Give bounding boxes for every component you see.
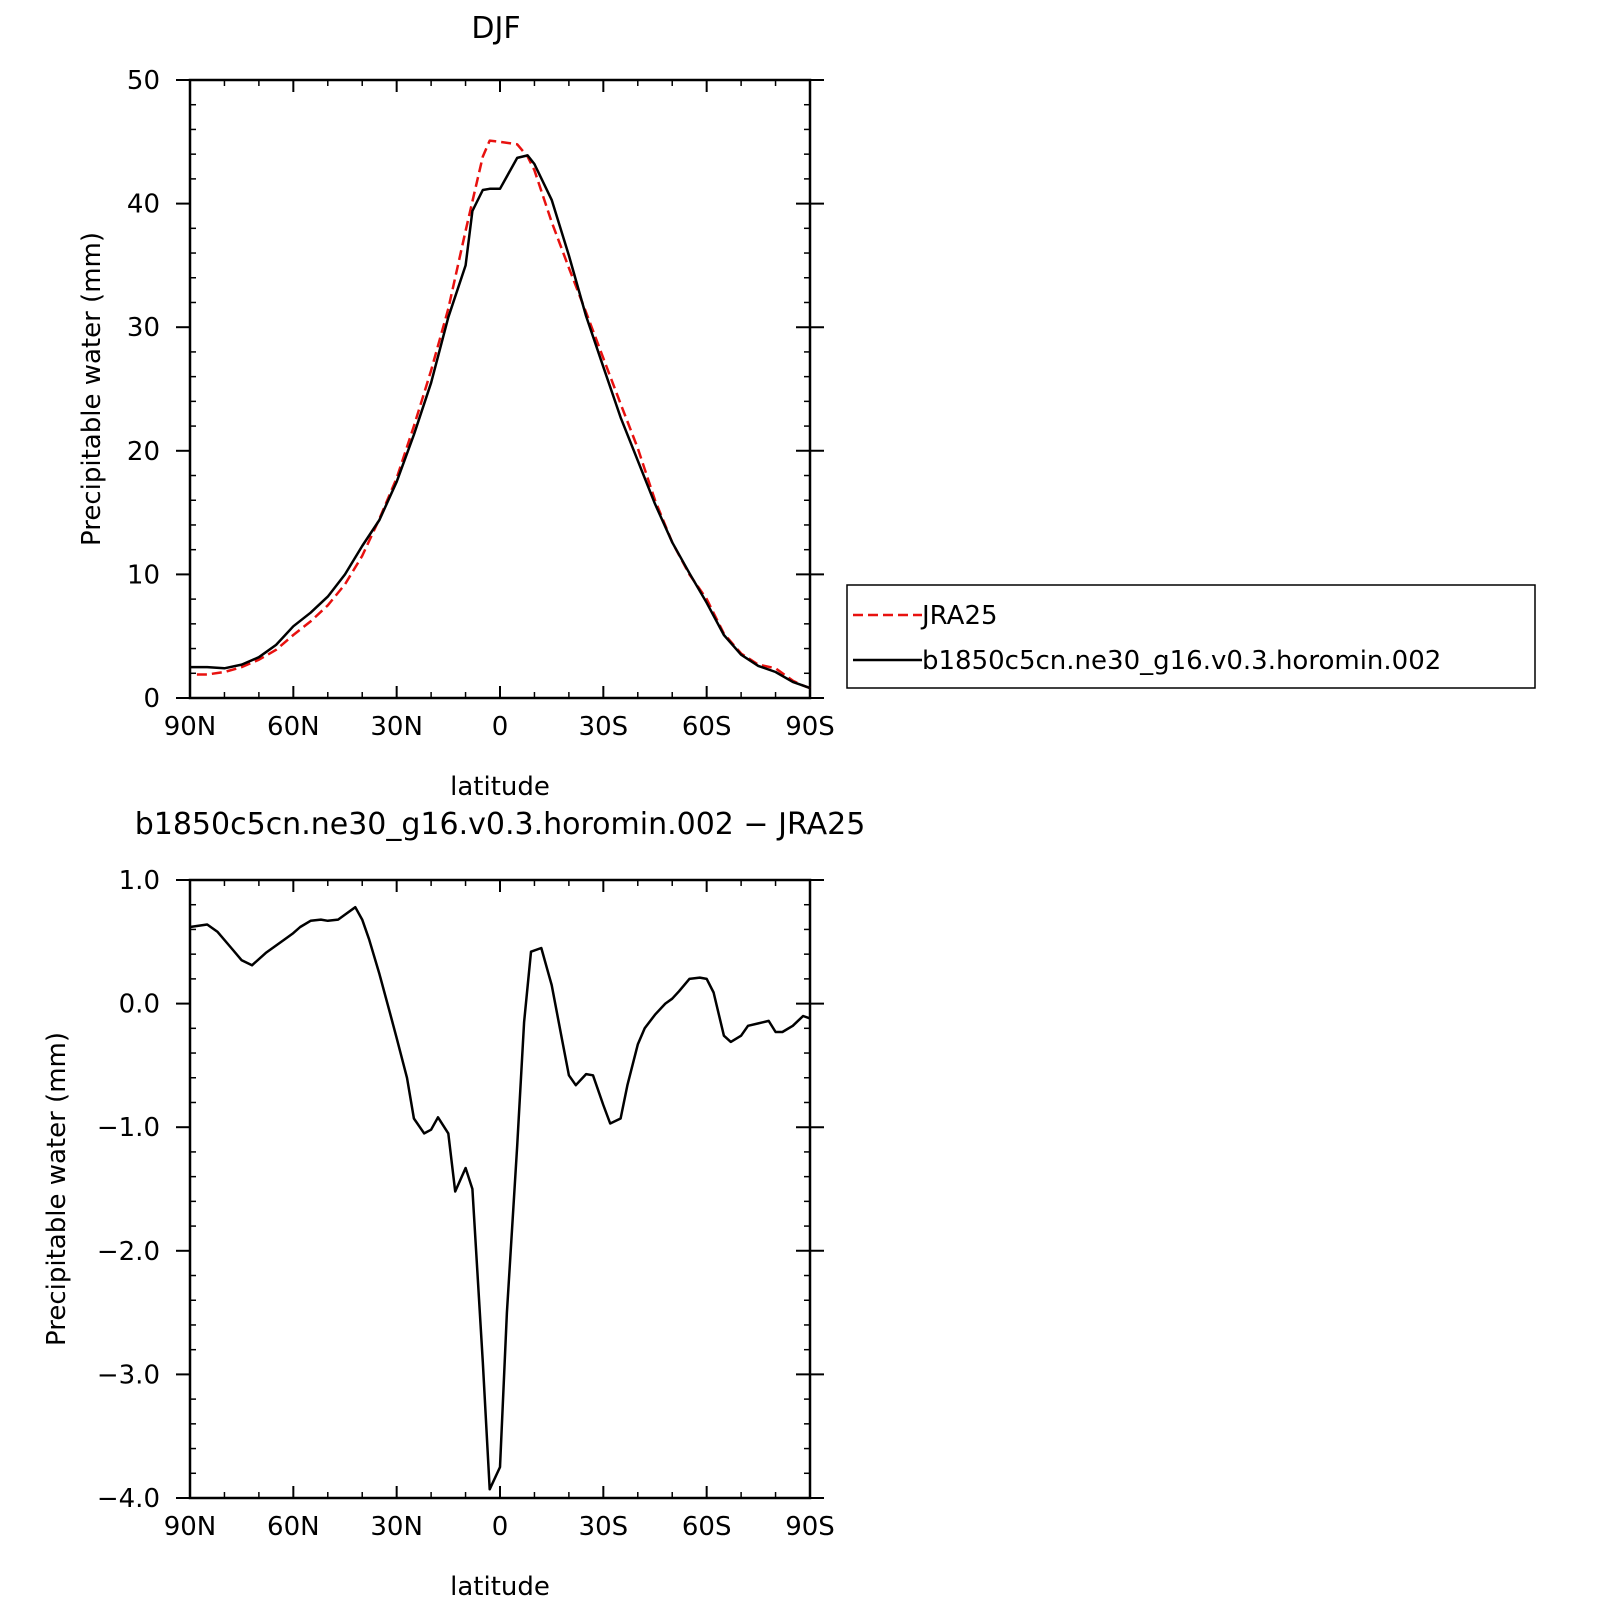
legend-label-model: b1850c5cn.ne30_g16.v0.3.horomin.002 <box>922 646 1441 676</box>
x-tick-label: 90S <box>785 712 835 742</box>
y-tick-label: 1.0 <box>119 866 160 896</box>
y-tick-label: −2.0 <box>97 1237 160 1267</box>
bottom-y-axis: −4.0 −3.0 −2.0 −1.0 0.0 1.0 <box>97 866 824 1514</box>
bottom-series-layer <box>189 905 811 1491</box>
djf-panel: DJF 90N 60N 30N 0 30S 60S 90S 0 10 20 30 40 50 lati… <box>77 11 835 802</box>
y-tick-label: 30 <box>127 313 160 343</box>
series-line-jra25 <box>196 139 811 690</box>
x-tick-label: 60S <box>682 1512 732 1542</box>
top-plot-frame <box>188 78 812 700</box>
bottom-x-axis-title: latitude <box>450 1572 550 1602</box>
top-series-layer <box>190 139 811 690</box>
series-line-b1850c5cn-ne30-g16-v0-3-horomin-002 <box>190 154 811 690</box>
x-tick-label: 30N <box>370 1512 423 1542</box>
legend-box <box>846 584 1536 689</box>
y-tick-label: 20 <box>127 437 160 467</box>
x-tick-label: 90N <box>164 1512 217 1542</box>
difference-series-line <box>189 905 811 1491</box>
bottom-y-axis-title: Precipitable water (mm) <box>42 1032 72 1346</box>
y-tick-label: −3.0 <box>97 1360 160 1390</box>
bottom-plot-frame <box>188 878 812 1500</box>
x-tick-label: 90N <box>164 712 217 742</box>
top-x-axis: 90N 60N 30N 0 30S 60S 90S <box>164 80 835 742</box>
top-y-axis: 0 10 20 30 40 50 <box>127 66 824 714</box>
x-tick-label: 30S <box>579 712 629 742</box>
y-tick-label: 0 <box>143 684 160 714</box>
x-tick-label: 30N <box>370 712 423 742</box>
x-tick-label: 0 <box>492 1512 509 1542</box>
bottom-x-axis: 90N 60N 30N 0 30S 60S 90S <box>164 880 835 1542</box>
top-x-axis-title: latitude <box>450 772 550 802</box>
top-y-axis-title: Precipitable water (mm) <box>77 232 107 546</box>
bottom-plot-title: b1850c5cn.ne30_g16.v0.3.horomin.002 − JR… <box>135 807 866 842</box>
x-tick-label: 90S <box>785 1512 835 1542</box>
y-tick-label: −4.0 <box>97 1484 160 1514</box>
x-tick-label: 30S <box>579 1512 629 1542</box>
y-tick-label: 50 <box>127 66 160 96</box>
legend-label-jra25: JRA25 <box>920 601 998 631</box>
top-plot-title: DJF <box>471 11 520 46</box>
difference-panel: b1850c5cn.ne30_g16.v0.3.horomin.002 − JR… <box>42 807 865 1602</box>
y-tick-label: −1.0 <box>97 1113 160 1143</box>
y-tick-label: 0.0 <box>119 990 160 1020</box>
x-tick-label: 60N <box>267 712 320 742</box>
y-tick-label: 10 <box>127 560 160 590</box>
x-tick-label: 60N <box>267 1512 320 1542</box>
y-tick-label: 40 <box>127 190 160 220</box>
x-tick-label: 0 <box>492 712 509 742</box>
legend: JRA25 b1850c5cn.ne30_g16.v0.3.horomin.00… <box>846 584 1536 689</box>
x-tick-label: 60S <box>682 712 732 742</box>
